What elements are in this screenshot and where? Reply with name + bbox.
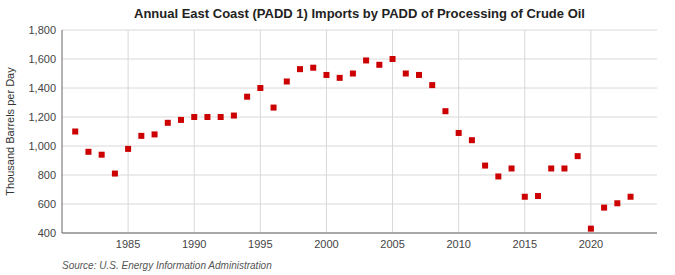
y-grid-line xyxy=(62,146,657,147)
title: Annual East Coast (PADD 1) Imports by PA… xyxy=(134,6,585,21)
point xyxy=(271,105,277,111)
y-tick-label: 400 xyxy=(38,227,56,239)
point xyxy=(442,108,448,114)
point xyxy=(204,114,210,120)
point xyxy=(99,152,105,158)
point xyxy=(416,72,422,78)
point xyxy=(429,82,435,88)
point xyxy=(403,71,409,77)
point xyxy=(323,72,329,78)
point xyxy=(363,57,369,63)
point xyxy=(628,194,634,200)
x-grid-line xyxy=(128,30,129,233)
point xyxy=(588,226,594,232)
point xyxy=(376,62,382,68)
point xyxy=(522,194,528,200)
point xyxy=(495,173,501,179)
y-grid-line xyxy=(62,117,657,118)
x-tick-label: 1995 xyxy=(248,238,272,250)
y-tick-label: 1,400 xyxy=(28,82,56,94)
y-grid-line xyxy=(62,88,657,89)
point xyxy=(614,200,620,206)
x-grid-line xyxy=(590,30,591,233)
y-grid-line xyxy=(62,59,657,60)
points xyxy=(72,56,633,232)
point xyxy=(138,133,144,139)
x-grid-line xyxy=(194,30,195,233)
y-tick-label: 1,600 xyxy=(28,53,56,65)
x-axis-line xyxy=(62,233,657,234)
point xyxy=(548,165,554,171)
point xyxy=(601,205,607,211)
point xyxy=(350,71,356,77)
point xyxy=(231,113,237,119)
point xyxy=(561,165,567,171)
axes: 400 600 800 1,000 1,200 1,400 1,600 1,800 1985 19… xyxy=(28,24,657,250)
point xyxy=(456,130,462,136)
point xyxy=(390,56,396,62)
y-tick-label: 800 xyxy=(38,169,56,181)
y-axis-line xyxy=(62,30,63,233)
point xyxy=(575,153,581,159)
point xyxy=(469,137,475,143)
point xyxy=(244,94,250,100)
y-grid-line xyxy=(62,175,657,176)
y-tick-label: 1,800 xyxy=(28,24,56,36)
y-axis-label: Thousand Barrels per Day xyxy=(4,67,16,196)
point xyxy=(178,117,184,123)
point xyxy=(165,120,171,126)
point xyxy=(284,78,290,84)
point xyxy=(191,114,197,120)
x-tick-label: 1985 xyxy=(116,238,140,250)
x-tick-label: 2015 xyxy=(513,238,537,250)
point xyxy=(218,114,224,120)
grid xyxy=(62,30,657,233)
y-grid-line xyxy=(62,30,657,31)
point xyxy=(337,75,343,81)
x-grid-line xyxy=(326,30,327,233)
x-tick-label: 2020 xyxy=(579,238,603,250)
point xyxy=(85,149,91,155)
point xyxy=(297,66,303,72)
x-tick-label: 2000 xyxy=(314,238,338,250)
point xyxy=(152,131,158,137)
x-tick-label: 2005 xyxy=(380,238,404,250)
point xyxy=(535,193,541,199)
point xyxy=(72,129,78,135)
point xyxy=(310,65,316,71)
chart: Annual East Coast (PADD 1) Imports by PA… xyxy=(0,0,675,275)
point xyxy=(509,165,515,171)
y-tick-label: 1,000 xyxy=(28,140,56,152)
x-grid-line xyxy=(524,30,525,233)
source: Source: U.S. Energy Information Administ… xyxy=(62,260,272,271)
x-grid-line xyxy=(260,30,261,233)
y-tick-label: 1,200 xyxy=(28,111,56,123)
point xyxy=(112,171,118,177)
x-tick-label: 1990 xyxy=(182,238,206,250)
point xyxy=(257,85,263,91)
point xyxy=(482,163,488,169)
y-grid-line xyxy=(62,233,657,234)
point xyxy=(125,146,131,152)
x-tick-label: 2010 xyxy=(446,238,470,250)
y-tick-label: 600 xyxy=(38,198,56,210)
y-grid-line xyxy=(62,204,657,205)
